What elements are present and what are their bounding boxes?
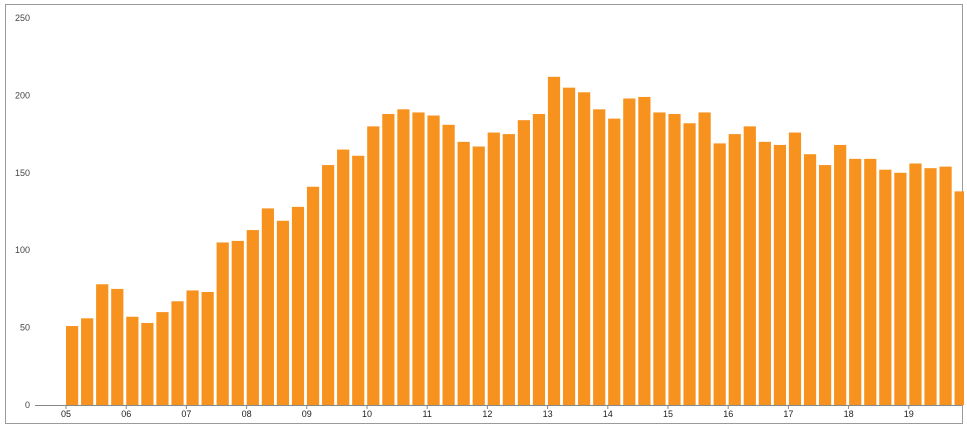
chart-frame: 0 50 100 150 200 250 05 06 07 08 09 10 11 12 13 14 15 16… [5, 4, 964, 424]
y-tick-label: 100 [15, 245, 30, 255]
y-tick-label: 50 [20, 323, 30, 333]
bars [66, 76, 964, 406]
x-tick-label: 17 [783, 409, 793, 419]
x-tick-label: 16 [723, 409, 733, 419]
bar [306, 186, 320, 405]
x-tick-label: 08 [242, 409, 252, 419]
bar [909, 163, 922, 405]
bar [442, 124, 455, 405]
bar-chart: 0 50 100 150 200 250 05 06 07 08 09 10 11 12 13 14 15 16… [15, 13, 964, 419]
bar [562, 87, 576, 405]
bar [427, 115, 440, 406]
bar [653, 112, 666, 406]
x-tick-label: 07 [181, 409, 191, 419]
x-tick-label: 06 [121, 409, 131, 419]
x-tick-label: 12 [482, 409, 492, 419]
bar [472, 146, 485, 406]
bar [96, 284, 109, 405]
bar [713, 143, 726, 405]
bar [683, 123, 696, 405]
bar [216, 242, 229, 405]
bar [517, 120, 530, 406]
bar [367, 126, 380, 406]
bar [698, 112, 711, 406]
y-tick-label: 150 [15, 168, 30, 178]
bar [578, 92, 591, 406]
bar [171, 301, 184, 405]
bar [593, 109, 606, 405]
bar [66, 326, 79, 405]
x-tick-label: 11 [423, 409, 432, 419]
bar [412, 112, 425, 406]
x-tick-label: 13 [543, 409, 553, 419]
bar [261, 208, 274, 405]
bar [668, 113, 681, 405]
bar [141, 322, 154, 405]
bar [291, 206, 305, 405]
bar [728, 134, 741, 405]
bar [322, 165, 335, 405]
bar [773, 144, 787, 405]
x-tick-label: 14 [603, 409, 613, 419]
x-tick-label: 19 [904, 409, 914, 419]
bar [864, 158, 877, 405]
bar [231, 240, 244, 405]
bar [819, 165, 832, 405]
bar [894, 172, 907, 405]
bar [834, 144, 847, 405]
bar [201, 292, 214, 405]
y-tick-label: 250 [15, 13, 30, 23]
bar [276, 220, 290, 405]
bar [924, 168, 937, 405]
bar [156, 312, 169, 405]
y-tick-label: 0 [25, 400, 30, 410]
bar [502, 134, 515, 405]
bar [758, 141, 771, 405]
bar [81, 318, 94, 405]
bar [623, 98, 636, 405]
bar [126, 316, 139, 405]
bar [638, 96, 651, 405]
bar [803, 154, 817, 405]
bar [849, 158, 862, 405]
x-tick-label: 18 [844, 409, 854, 419]
bar [487, 132, 500, 406]
x-axis: 05060708091011121314151617181920 [35, 405, 964, 419]
bar [547, 76, 561, 405]
bar [939, 166, 952, 405]
bar [186, 290, 199, 405]
bar [879, 169, 892, 405]
bar [382, 113, 395, 405]
bar [532, 113, 546, 405]
x-tick-label: 10 [362, 409, 372, 419]
x-tick-label: 05 [61, 409, 71, 419]
y-axis: 0 50 100 150 200 250 [15, 13, 30, 410]
bar [954, 191, 964, 405]
x-tick-label: 15 [663, 409, 673, 419]
bar [352, 155, 365, 405]
bar [788, 132, 802, 406]
bar [743, 126, 756, 406]
bar [337, 149, 350, 405]
bar [608, 118, 621, 406]
bar [457, 141, 470, 405]
y-tick-label: 200 [15, 90, 30, 100]
x-tick-label: 09 [302, 409, 312, 419]
bar [397, 109, 410, 405]
bar [246, 230, 259, 405]
bar [111, 288, 124, 405]
